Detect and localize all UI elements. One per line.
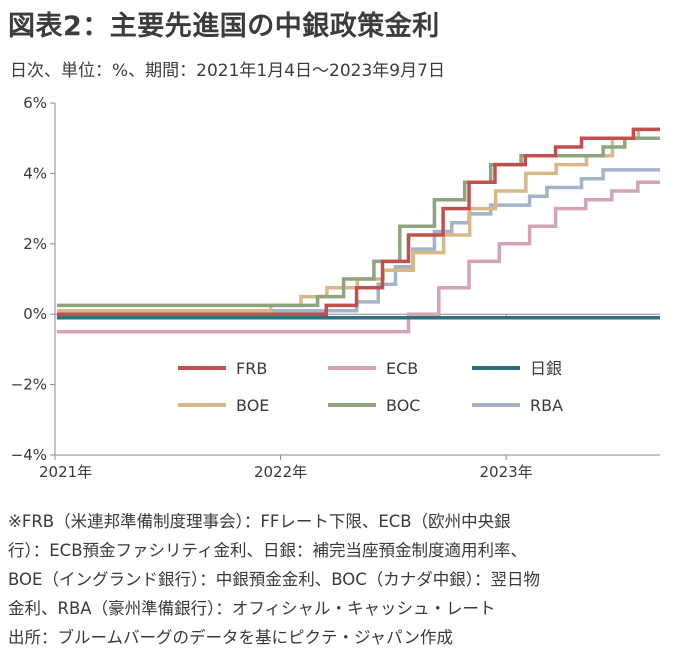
note-line: 行）：ECB預金ファシリティ金利、日銀：補完当座預金制度適用利率、 <box>8 541 528 560</box>
chart-subtitle: 日次、単位：%、期間：2021年1月4日～2023年9月7日 <box>10 61 445 81</box>
x-tick-label: 2021年 <box>39 463 92 481</box>
series-line-FRB <box>56 127 660 316</box>
x-tick-label: 2023年 <box>480 463 533 481</box>
y-tick-label: 6% <box>23 94 47 112</box>
legend-label-BOE: BOE <box>236 396 269 415</box>
note-line: BOE（イングランド銀行）：中銀預金金利、BOC（カナダ中銀）：翌日物 <box>8 570 540 589</box>
y-tick-label: 0% <box>23 305 47 323</box>
y-tick-label: 4% <box>23 164 47 182</box>
y-tick-label: −2% <box>11 376 47 394</box>
series-lines <box>56 127 660 334</box>
source-note: 出所：ブルームバーグのデータを基にピクテ・ジャパン作成 <box>8 628 454 647</box>
axes: 6% 4% 2% 0% −2% −4%2021年 2022年 2023年 <box>11 94 660 481</box>
y-tick-label: −4% <box>11 446 47 464</box>
series-line-BOC <box>56 136 660 308</box>
legend-label-BOC: BOC <box>386 396 420 415</box>
legend-label-FRB: FRB <box>236 359 267 378</box>
legend-label-ECB: ECB <box>386 359 418 378</box>
series-line-ECB <box>56 180 660 334</box>
legend-label-RBA: RBA <box>530 396 563 415</box>
note-line: ※FRB（米連邦準備制度理事会）：FFレート下限、ECB（欧州中央銀 <box>8 512 511 531</box>
chart-title: 図表2：主要先進国の中銀政策金利 <box>8 11 440 42</box>
note-line: 金利、RBA（豪州準備銀行）：オフィシャル・キャッシュ・レート <box>8 599 496 618</box>
footnotes: ※FRB（米連邦準備制度理事会）：FFレート下限、ECB（欧州中央銀 行）：EC… <box>8 507 676 652</box>
y-tick-label: 2% <box>23 235 47 253</box>
series-line-RBA <box>56 168 660 313</box>
legend: FRB ECB 日銀 BOE BOC RBA <box>178 359 563 415</box>
legend-label-日銀: 日銀 <box>530 359 562 378</box>
x-tick-label: 2022年 <box>254 463 307 481</box>
policy-rate-chart: 6% 4% 2% 0% −2% −4%2021年 2022年 2023年 FRB ECB 日銀 BO… <box>11 94 660 481</box>
